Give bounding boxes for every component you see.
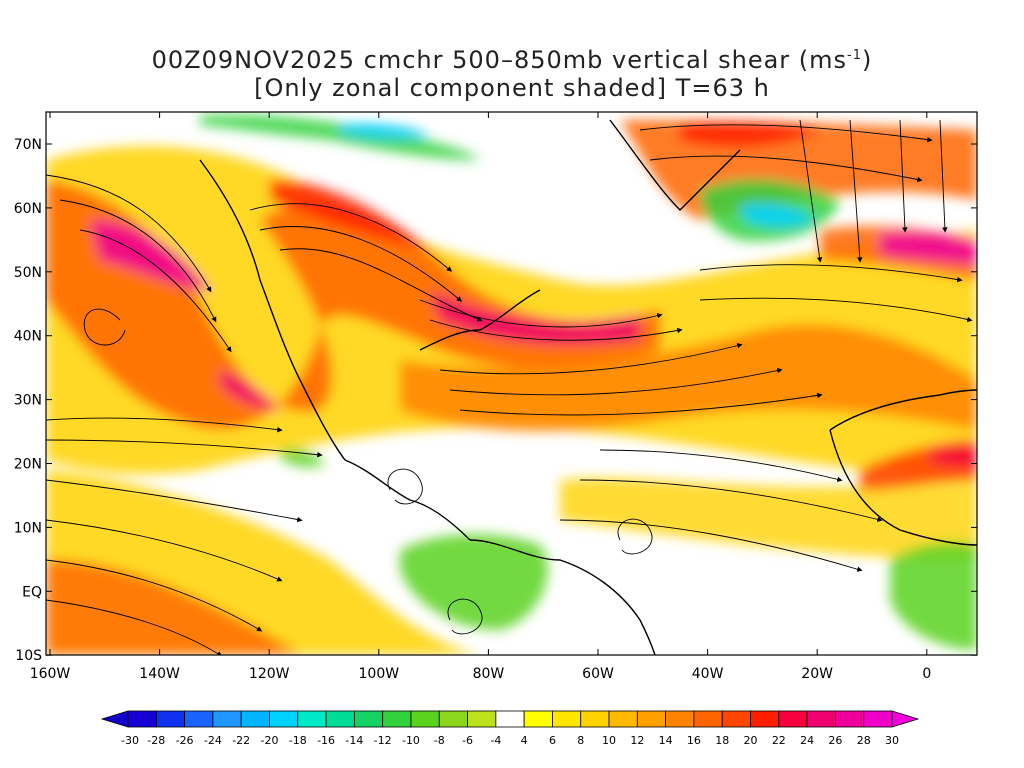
colorbar-label: 28 (857, 734, 871, 747)
colorbar-label: -26 (176, 734, 194, 747)
longitude-axis: 160W 140W 120W 100W 80W 60W 40W 20W 0 (30, 112, 931, 682)
colorbar-swatch (835, 710, 865, 728)
colorbar-swatch (325, 710, 355, 728)
lon-label: 80W (473, 666, 505, 682)
colorbar-label: 16 (687, 734, 701, 747)
lat-label: 40N (14, 329, 42, 345)
lat-label: 20N (14, 457, 42, 473)
colorbar-label: -4 (490, 734, 501, 747)
colorbar-label: -14 (345, 734, 363, 747)
lon-label: 140W (139, 666, 180, 682)
colorbar-swatch (212, 710, 242, 728)
colorbar-under-arrow (100, 710, 129, 728)
colorbar-label: -8 (434, 734, 445, 747)
lat-label: 50N (14, 265, 42, 281)
plot-title-line1: 00Z09NOV2025 cmchr 500–850mb vertical sh… (0, 46, 1024, 74)
colorbar-swatch (127, 710, 157, 728)
colorbar-swatch (750, 710, 780, 728)
colorbar-label: -28 (147, 734, 165, 747)
colorbar-swatch (863, 710, 893, 728)
colorbar-swatch (665, 710, 695, 728)
colorbar-swatch (608, 710, 638, 728)
map-frame (45, 111, 978, 656)
colorbar-swatch (410, 710, 440, 728)
colorbar-label: -16 (317, 734, 335, 747)
colorbar-swatch (353, 710, 384, 728)
colorbar-swatch (552, 710, 582, 728)
colorbar-swatch (438, 710, 468, 728)
colorbar-swatch (467, 710, 497, 728)
colorbar-swatch (721, 710, 751, 728)
wind-streamlines (46, 119, 973, 655)
colorbar-label: 22 (772, 734, 786, 747)
colorbar-swatch (636, 710, 667, 728)
colorbar-label: 20 (744, 734, 758, 747)
colorbar-label: 4 (521, 734, 528, 747)
lat-label: 10N (14, 520, 42, 536)
lon-label: 120W (249, 666, 290, 682)
title-suffix: ) (862, 46, 873, 74)
coastlines (199, 119, 977, 655)
colorbar-swatch (778, 710, 808, 728)
colorbar-label: -30 (121, 734, 139, 747)
colorbar-swatch (297, 710, 327, 728)
lat-label: 60N (14, 201, 42, 217)
colorbar-swatch (523, 710, 553, 728)
colorbar-swatch (155, 710, 185, 728)
title-prefix: 00Z09NOV2025 cmchr 500–850mb vertical sh… (151, 46, 848, 74)
shaded-shear-regions (46, 114, 977, 655)
lon-label: 100W (359, 666, 400, 682)
colorbar-swatch (806, 710, 836, 728)
title-superscript: -1 (847, 48, 863, 63)
colorbar-swatch (240, 710, 270, 728)
colorbar-label: -6 (462, 734, 473, 747)
colorbar-swatch (184, 710, 214, 728)
colorbar-label: 26 (828, 734, 842, 747)
lon-label: 40W (692, 666, 724, 682)
colorbar-label: -10 (402, 734, 420, 747)
colorbar-label: 14 (659, 734, 673, 747)
lon-label: 0 (922, 666, 931, 682)
colorbar-swatch (269, 710, 299, 728)
colorbar-over-arrow (891, 710, 920, 728)
lat-label: 10S (15, 648, 42, 664)
lon-label: 60W (582, 666, 614, 682)
colorbar-label: -18 (289, 734, 307, 747)
colorbar-label: 30 (885, 734, 899, 747)
colorbar-label: -12 (374, 734, 392, 747)
colorbar-label: 6 (549, 734, 556, 747)
colorbar-label: -24 (204, 734, 222, 747)
colorbar-label: 10 (602, 734, 616, 747)
latitude-axis: 70N 60N 50N 40N 30N 20N 10N EQ 10S (14, 137, 977, 664)
lat-label: EQ (22, 584, 42, 600)
colorbar-label: -22 (232, 734, 250, 747)
colorbar-label: 8 (577, 734, 584, 747)
colorbar-swatch (382, 710, 412, 728)
colorbar-label: 12 (630, 734, 644, 747)
colorbar-label: 18 (715, 734, 729, 747)
colorbar-swatch (580, 710, 610, 728)
lat-label: 70N (14, 137, 42, 153)
lat-label: 30N (14, 393, 42, 409)
colorbar-swatch (693, 710, 723, 728)
colorbar-label: -20 (260, 734, 278, 747)
colorbar: -30 -28 -26 -24 -22 -20 -18 -16 -14 -12 -10 -8 -6 -4 4… (100, 710, 920, 747)
colorbar-label: 24 (800, 734, 814, 747)
plot-title-line2: [Only zonal component shaded] T=63 h (254, 74, 770, 102)
shear-field (46, 112, 977, 655)
lon-label: 160W (30, 666, 71, 682)
lon-label: 20W (801, 666, 833, 682)
colorbar-swatch (495, 710, 525, 728)
